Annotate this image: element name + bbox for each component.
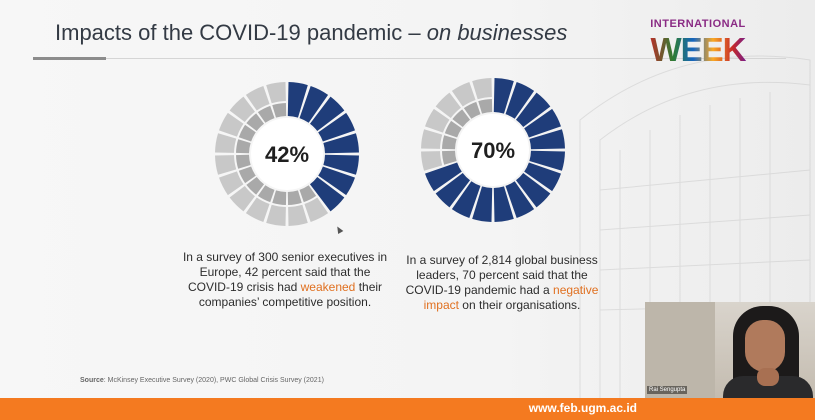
donut-percent-label: 70% — [470, 138, 516, 163]
donut-segment-empty-outer — [421, 129, 443, 149]
stat-caption-2: In a survey of 2,814 global business lea… — [404, 253, 600, 313]
donut-segment-empty-inner — [236, 139, 251, 154]
building-background-graphic — [579, 55, 811, 398]
donut-segment-empty-outer — [425, 108, 450, 133]
donut-segment-empty-inner — [442, 135, 457, 150]
caption-text: on their organisations. — [458, 298, 581, 312]
donut-segment-empty-outer — [435, 92, 461, 118]
slide-title: Impacts of the COVID-19 pandemic – on bu… — [55, 20, 567, 46]
donut-segment-empty-inner — [463, 101, 481, 119]
logo-line-1: INTERNATIONAL — [650, 18, 746, 30]
slide-title-main: Impacts of the COVID-19 pandemic – — [55, 20, 427, 45]
footer-bar: www.feb.ugm.ac.id — [0, 398, 815, 420]
donut-segment-empty-inner — [442, 150, 457, 165]
caption-highlight: weakened — [300, 280, 356, 294]
donut-segment-empty-inner — [287, 190, 302, 205]
logo-line-2: WEEK — [648, 30, 748, 70]
donut-segment-empty-inner — [246, 113, 265, 132]
donut-segment-filled — [505, 82, 535, 119]
donut-segment-filled — [524, 162, 561, 192]
donut-segment-filled — [524, 108, 561, 138]
title-accent-bar — [33, 57, 106, 60]
webcam-thumbnail[interactable]: Rai Sengupta — [645, 302, 815, 398]
donut-segment-empty-outer — [266, 204, 286, 226]
donut-segment-empty-outer — [304, 197, 329, 222]
donut-segment-filled — [425, 162, 462, 192]
donut-segment-empty-outer — [266, 82, 286, 104]
donut-segment-filled — [287, 82, 308, 118]
webcam-background — [645, 302, 715, 398]
donut-chart-70 — [421, 78, 565, 222]
donut-segment-filled — [309, 96, 345, 132]
caption-text: their companies’ competitive position. — [198, 280, 383, 309]
source-note: Source: McKinsey Executive Survey (2020)… — [80, 377, 324, 384]
donut-center — [457, 114, 529, 186]
donut-segment-empty-inner — [238, 166, 256, 184]
donut-segment-empty-inner — [272, 103, 287, 118]
donut-segment-filled — [493, 78, 514, 114]
donut-segment-empty-outer — [215, 133, 237, 153]
donut-segment-filled — [505, 181, 535, 218]
donut-segment-empty-outer — [219, 171, 244, 196]
presenter-shirt — [723, 376, 813, 398]
donut-segment-empty-inner — [236, 154, 251, 169]
donut-segment-empty-inner — [257, 185, 275, 203]
donut-segment-empty-outer — [288, 204, 308, 226]
donut-segment-empty-inner — [478, 99, 493, 114]
presentation-slide: Impacts of the COVID-19 pandemic – on bu… — [0, 0, 815, 398]
donut-segment-filled — [529, 150, 565, 171]
donut-segment-filled — [435, 172, 471, 208]
presenter-hand — [757, 368, 779, 386]
donut-segment-filled — [323, 154, 359, 175]
international-week-logo: INTERNATIONAL WEEK — [648, 18, 748, 76]
donut-segment-filled — [472, 186, 493, 222]
donut-segment-empty-outer — [245, 197, 270, 222]
donut-segment-filled — [515, 92, 551, 128]
donut-segment-empty-outer — [451, 82, 476, 107]
donut-segment-empty-outer — [229, 186, 255, 212]
caption-highlight: negative impact — [423, 283, 599, 312]
donut-segment-filled — [309, 176, 345, 212]
donut-segment-empty-inner — [444, 120, 462, 138]
donut-segment-empty-outer — [229, 96, 255, 122]
donut-percent-label: 42% — [264, 142, 310, 167]
donut-segment-filled — [515, 172, 551, 208]
donut-segment-empty-outer — [421, 151, 443, 171]
source-text: : McKinsey Executive Survey (2020), PWC … — [103, 377, 324, 384]
donut-segment-empty-outer — [215, 155, 237, 175]
donut-segment-empty-inner — [246, 176, 265, 195]
donut-segment-empty-inner — [272, 190, 287, 205]
donut-segment-filled — [318, 112, 355, 142]
source-label: Source — [80, 377, 104, 384]
donut-segment-empty-inner — [452, 109, 471, 128]
slide-title-sub: on businesses — [426, 20, 568, 45]
donut-segment-empty-inner — [257, 105, 275, 123]
donut-segment-empty-outer — [219, 112, 244, 137]
stat-caption-1: In a survey of 300 senior executives in … — [180, 250, 390, 310]
participant-name-label: Rai Sengupta — [647, 386, 688, 394]
donut-segment-empty-inner — [299, 185, 317, 203]
donut-center — [251, 118, 323, 190]
donut-segment-empty-outer — [472, 78, 492, 100]
donut-segment-filled — [493, 186, 514, 222]
donut-segment-empty-inner — [238, 124, 256, 142]
presenter-face — [745, 320, 785, 372]
donut-chart-42 — [215, 82, 359, 226]
donut-segment-filled — [323, 133, 359, 154]
donut-segment-filled — [451, 181, 481, 218]
donut-segment-filled — [318, 166, 355, 196]
caption-text: In a survey of 300 senior executives in … — [182, 250, 388, 294]
caption-text: In a survey of 2,814 global business lea… — [405, 253, 598, 297]
title-divider — [106, 58, 786, 59]
footer-url: www.feb.ugm.ac.id — [528, 401, 637, 415]
donut-segment-filled — [529, 129, 565, 150]
donut-segment-filled — [299, 86, 329, 123]
donut-segment-empty-outer — [245, 86, 270, 111]
